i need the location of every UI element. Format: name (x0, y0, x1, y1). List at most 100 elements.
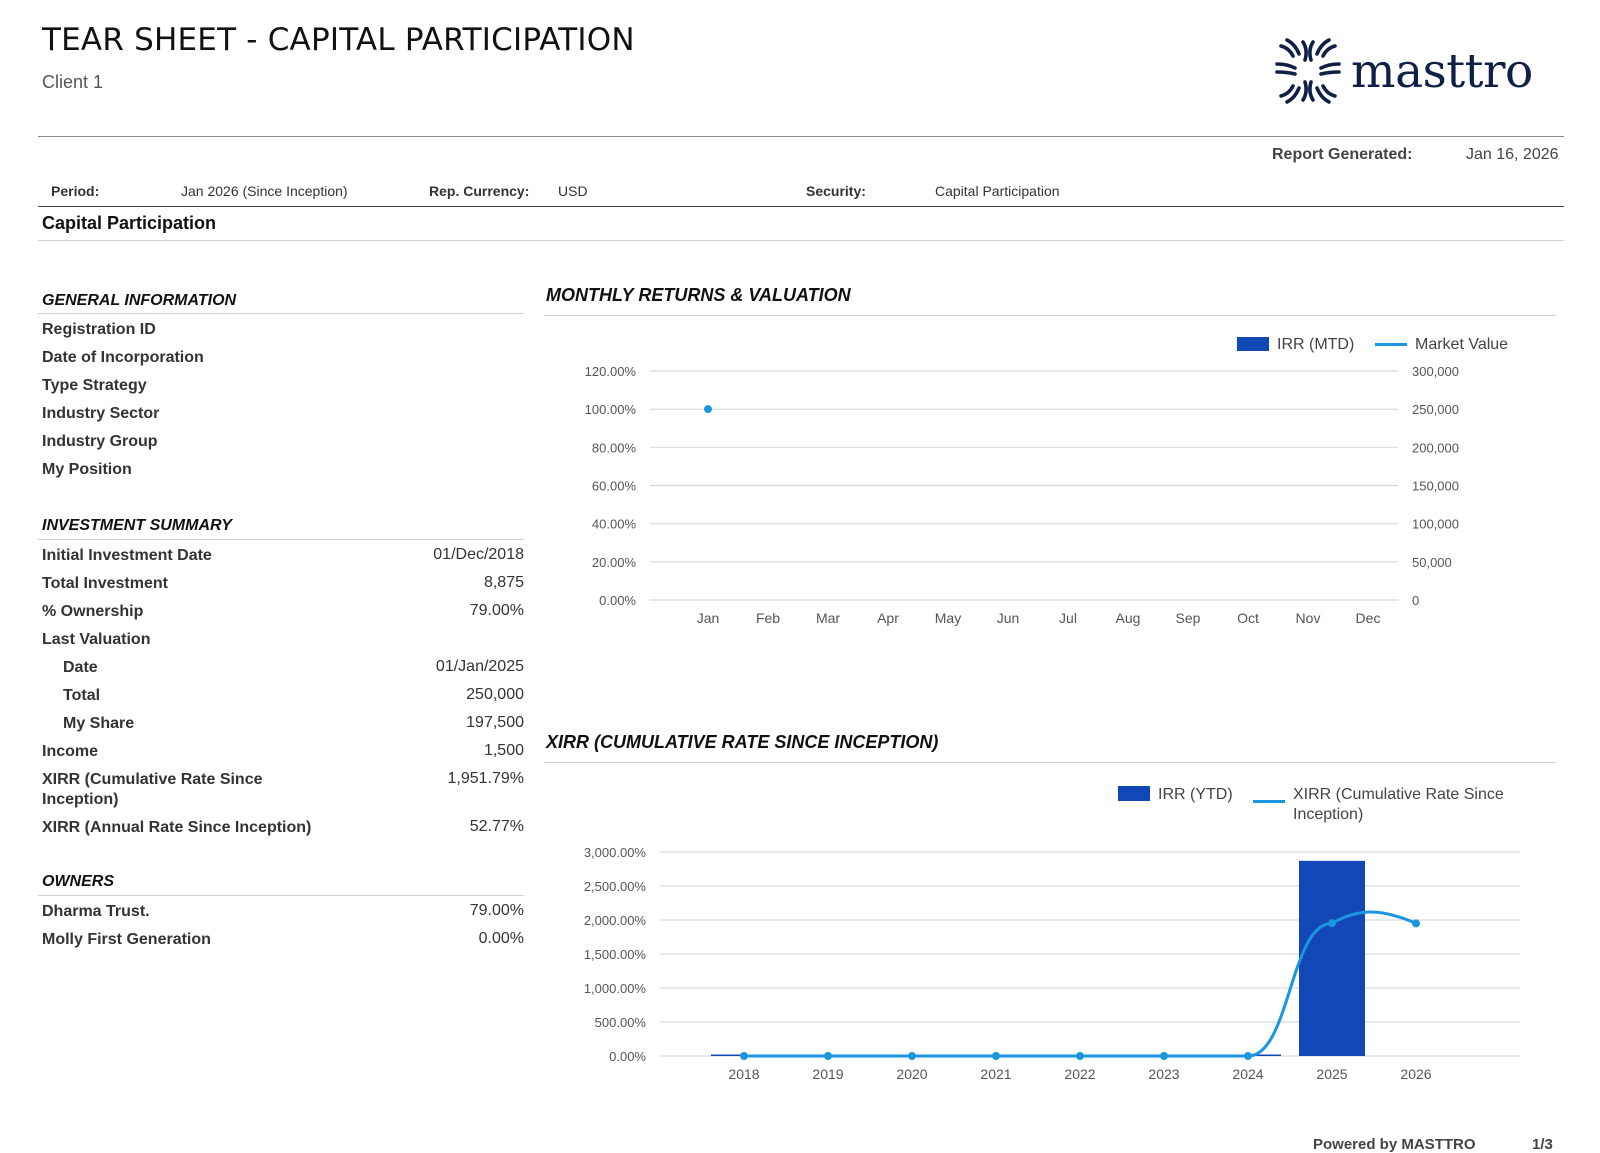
summary-value: 01/Dec/2018 (433, 546, 524, 563)
xirr-cumulative-line (744, 910, 1417, 1058)
monthly-chart-heading: MONTHLY RETURNS & VALUATION (546, 285, 851, 305)
x-tick-label: Sep (1176, 610, 1201, 626)
legend-irr-mtd-label: IRR (MTD) (1277, 336, 1354, 353)
summary-row-my-share: My Share 197,500 (42, 714, 524, 738)
xirr-point (992, 1052, 1000, 1060)
y-tick-right-label: 150,000 (1412, 479, 1459, 494)
xirr-point (1076, 1052, 1084, 1060)
xirr-point (1160, 1052, 1168, 1060)
x-tick-label: 2019 (812, 1066, 843, 1082)
y-tick-left-label: 80.00% (592, 440, 637, 455)
general-information-divider (38, 313, 524, 314)
summary-value: 197,500 (466, 714, 524, 731)
xirr-point (1328, 919, 1336, 928)
owner-share: 79.00% (469, 902, 524, 919)
summary-value: 79.00% (469, 602, 524, 619)
y-tick-left-label: 40.00% (592, 517, 637, 532)
general-info-row: Industry Group (42, 432, 524, 456)
summary-value: 1,500 (483, 742, 524, 759)
y-tick-label: 0.00% (609, 1049, 646, 1064)
general-info-label: Type Strategy (42, 377, 147, 394)
x-tick-label: 2023 (1148, 1066, 1179, 1082)
page-number: 1/3 (1532, 1136, 1553, 1153)
general-info-label: Registration ID (42, 321, 156, 338)
currency-value: USD (558, 183, 588, 199)
period-value: Jan 2026 (Since Inception) (181, 183, 348, 199)
owner-share: 0.00% (478, 930, 524, 947)
owner-name: Dharma Trust. (42, 903, 150, 920)
monthly-chart-divider (544, 315, 1556, 316)
summary-row-xirr-annual: XIRR (Annual Rate Since Inception) 52.77% (42, 818, 524, 842)
xirr-point (908, 1052, 916, 1060)
y-tick-label: 3,000.00% (584, 845, 647, 860)
x-tick-label: Jun (997, 610, 1020, 626)
masttro-logo: masttro (1275, 38, 1533, 104)
x-tick-label: May (935, 610, 961, 626)
y-tick-left-label: 20.00% (592, 555, 637, 570)
general-info-label: My Position (42, 461, 132, 478)
xirr-chart: 3,000.00% 2,500.00% 2,000.00% 1,500.00% 1,00… (584, 786, 1520, 1082)
x-tick-label: Nov (1296, 610, 1321, 626)
summary-row-last-valuation: Last Valuation (42, 630, 524, 654)
legend-xirr-label: XIRR (Cumulative Rate Since Inception) (1293, 786, 1504, 823)
y-tick-left-label: 60.00% (592, 479, 637, 494)
legend-market-value-label: Market Value (1415, 336, 1508, 353)
legend-xirr-swatch (1253, 800, 1285, 803)
legend-market-value-swatch (1375, 343, 1407, 346)
x-tick-label: 2025 (1316, 1066, 1347, 1082)
x-tick-label: Jul (1059, 610, 1077, 626)
summary-value: 1,951.79% (447, 770, 524, 787)
x-tick-label: Dec (1356, 610, 1381, 626)
general-info-row: Industry Sector (42, 404, 524, 428)
legend-irr-ytd-label: IRR (YTD) (1158, 786, 1233, 803)
client-name: Client 1 (42, 72, 104, 92)
general-info-row: Type Strategy (42, 376, 524, 400)
summary-row-xirr-cumulative: XIRR (Cumulative Rate Since Inception) 1,… (42, 770, 524, 812)
section-title: Capital Participation (42, 213, 217, 233)
report-generated-value: Jan 16, 2026 (1466, 146, 1559, 163)
general-info-label: Industry Group (42, 433, 158, 450)
x-tick-label: Apr (877, 610, 899, 626)
y-tick-left-label: 120.00% (585, 364, 637, 379)
summary-row-valuation-total: Total 250,000 (42, 686, 524, 710)
x-tick-label: 2026 (1400, 1066, 1431, 1082)
investment-summary-divider (38, 539, 524, 540)
general-info-row: My Position (42, 460, 524, 484)
summary-label: Income (42, 743, 99, 760)
owner-name: Molly First Generation (42, 931, 211, 948)
summary-label: Last Valuation (42, 631, 151, 648)
masttro-logo-icon (1275, 38, 1341, 104)
y-tick-label: 1,000.00% (584, 981, 647, 996)
xirr-chart-heading: XIRR (CUMULATIVE RATE SINCE INCEPTION) (546, 732, 939, 752)
summary-value: 52.77% (469, 818, 524, 835)
y-tick-label: 500.00% (595, 1015, 647, 1030)
market-value-point (704, 405, 712, 414)
x-tick-label: Jan (697, 610, 720, 626)
y-tick-right-label: 200,000 (1412, 440, 1459, 455)
security-value: Capital Participation (935, 183, 1060, 199)
x-tick-label: 2022 (1064, 1066, 1095, 1082)
xirr-point (1244, 1052, 1252, 1060)
investment-summary-heading: INVESTMENT SUMMARY (42, 517, 232, 534)
y-tick-left-label: 100.00% (585, 402, 637, 417)
summary-label: XIRR (Annual Rate Since Inception) (42, 819, 312, 836)
irr-ytd-bar (1299, 860, 1365, 1056)
xirr-point (824, 1052, 832, 1060)
summary-label: My Share (63, 715, 135, 732)
owners-heading: OWNERS (42, 873, 114, 890)
report-generated-label: Report Generated: (1272, 146, 1413, 163)
x-tick-label: Mar (816, 610, 840, 626)
monthly-chart-legend: IRR (MTD) Market Value (1237, 336, 1508, 353)
y-tick-right-label: 50,000 (1412, 555, 1452, 570)
header-divider (38, 136, 1564, 137)
page-title: TEAR SHEET - CAPITAL PARTICIPATION (42, 22, 635, 58)
owner-row: Dharma Trust. 79.00% (42, 902, 524, 926)
y-tick-label: 2,500.00% (584, 879, 647, 894)
summary-label: XIRR (Cumulative Rate Since Inception) (42, 771, 263, 808)
y-tick-right-label: 300,000 (1412, 364, 1459, 379)
x-tick-label: 2018 (728, 1066, 759, 1082)
summary-label: Initial Investment Date (42, 547, 212, 564)
y-tick-label: 2,000.00% (584, 913, 647, 928)
summary-label: Total Investment (42, 575, 168, 592)
summary-value: 8,875 (483, 574, 524, 591)
